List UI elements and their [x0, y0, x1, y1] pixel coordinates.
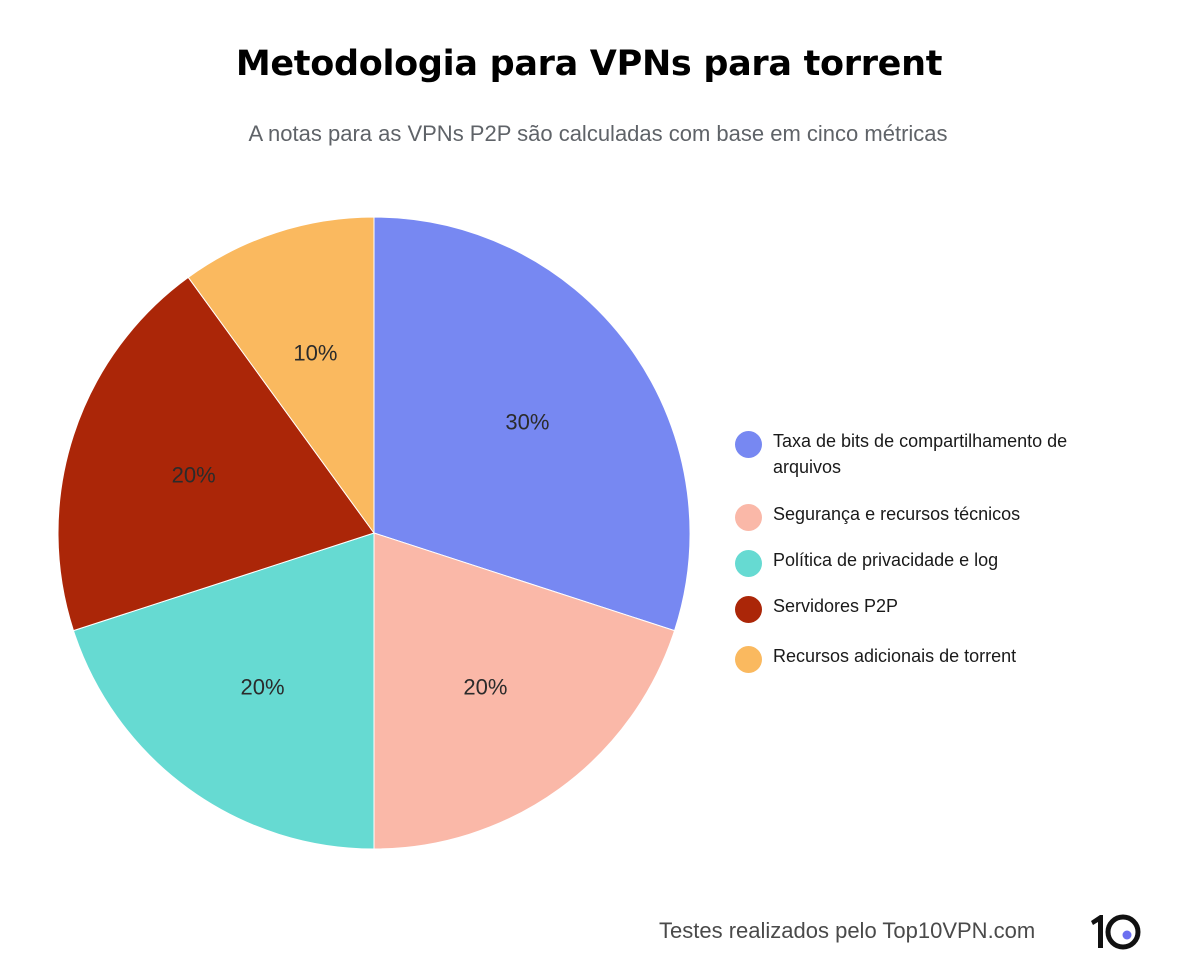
top10vpn-logo-icon — [1091, 914, 1141, 950]
legend-color-dot-icon — [735, 646, 762, 673]
legend-label: Taxa de bits de compartilhamento de arqu… — [773, 431, 1068, 477]
legend-color-dot-icon — [735, 550, 762, 577]
legend-item-file-sharing-bitrate: Taxa de bits de compartilhamento de arqu… — [735, 428, 1123, 480]
legend-item-privacy-logging: Política de privacidade e log — [735, 547, 1123, 577]
slice-percentage-label: 20% — [172, 462, 216, 487]
slice-privacy-logging — [72, 532, 375, 850]
legend-item-security-technical: Segurança e recursos técnicos — [735, 501, 1123, 531]
legend-item-additional-torrent-features: Recursos adicionais de torrent — [735, 643, 1123, 673]
legend-color-dot-icon — [735, 596, 762, 623]
slice-percentage-label: 20% — [241, 674, 285, 699]
legend-label: Segurança e recursos técnicos — [773, 504, 1021, 524]
slice-additional-torrent-features — [187, 216, 375, 535]
slice-file-sharing-bitrate — [373, 216, 691, 632]
slice-p2p-servers — [57, 276, 375, 632]
pie-slices — [57, 216, 691, 850]
slice-percentage-label: 10% — [293, 341, 337, 366]
legend-color-dot-icon — [735, 431, 762, 458]
legend-item-p2p-servers: Servidores P2P — [735, 593, 1123, 623]
legend-label: Política de privacidade e log — [773, 550, 999, 570]
footer-credit: Testes realizados pelo Top10VPN.com — [659, 918, 1036, 943]
slice-percentage-label: 20% — [463, 674, 507, 699]
slice-security-technical — [373, 532, 676, 850]
legend-label: Servidores P2P — [773, 596, 899, 616]
pie-slice-labels: 30% 20% 20% 20% 10% — [172, 341, 550, 700]
chart-subtitle: A notas para as VPNs P2P são calculadas … — [248, 121, 948, 146]
legend-label: Recursos adicionais de torrent — [773, 646, 1017, 666]
chart-title: Metodologia para VPNs para torrent — [235, 44, 943, 84]
slice-percentage-label: 30% — [505, 410, 549, 435]
legend-color-dot-icon — [735, 504, 762, 531]
